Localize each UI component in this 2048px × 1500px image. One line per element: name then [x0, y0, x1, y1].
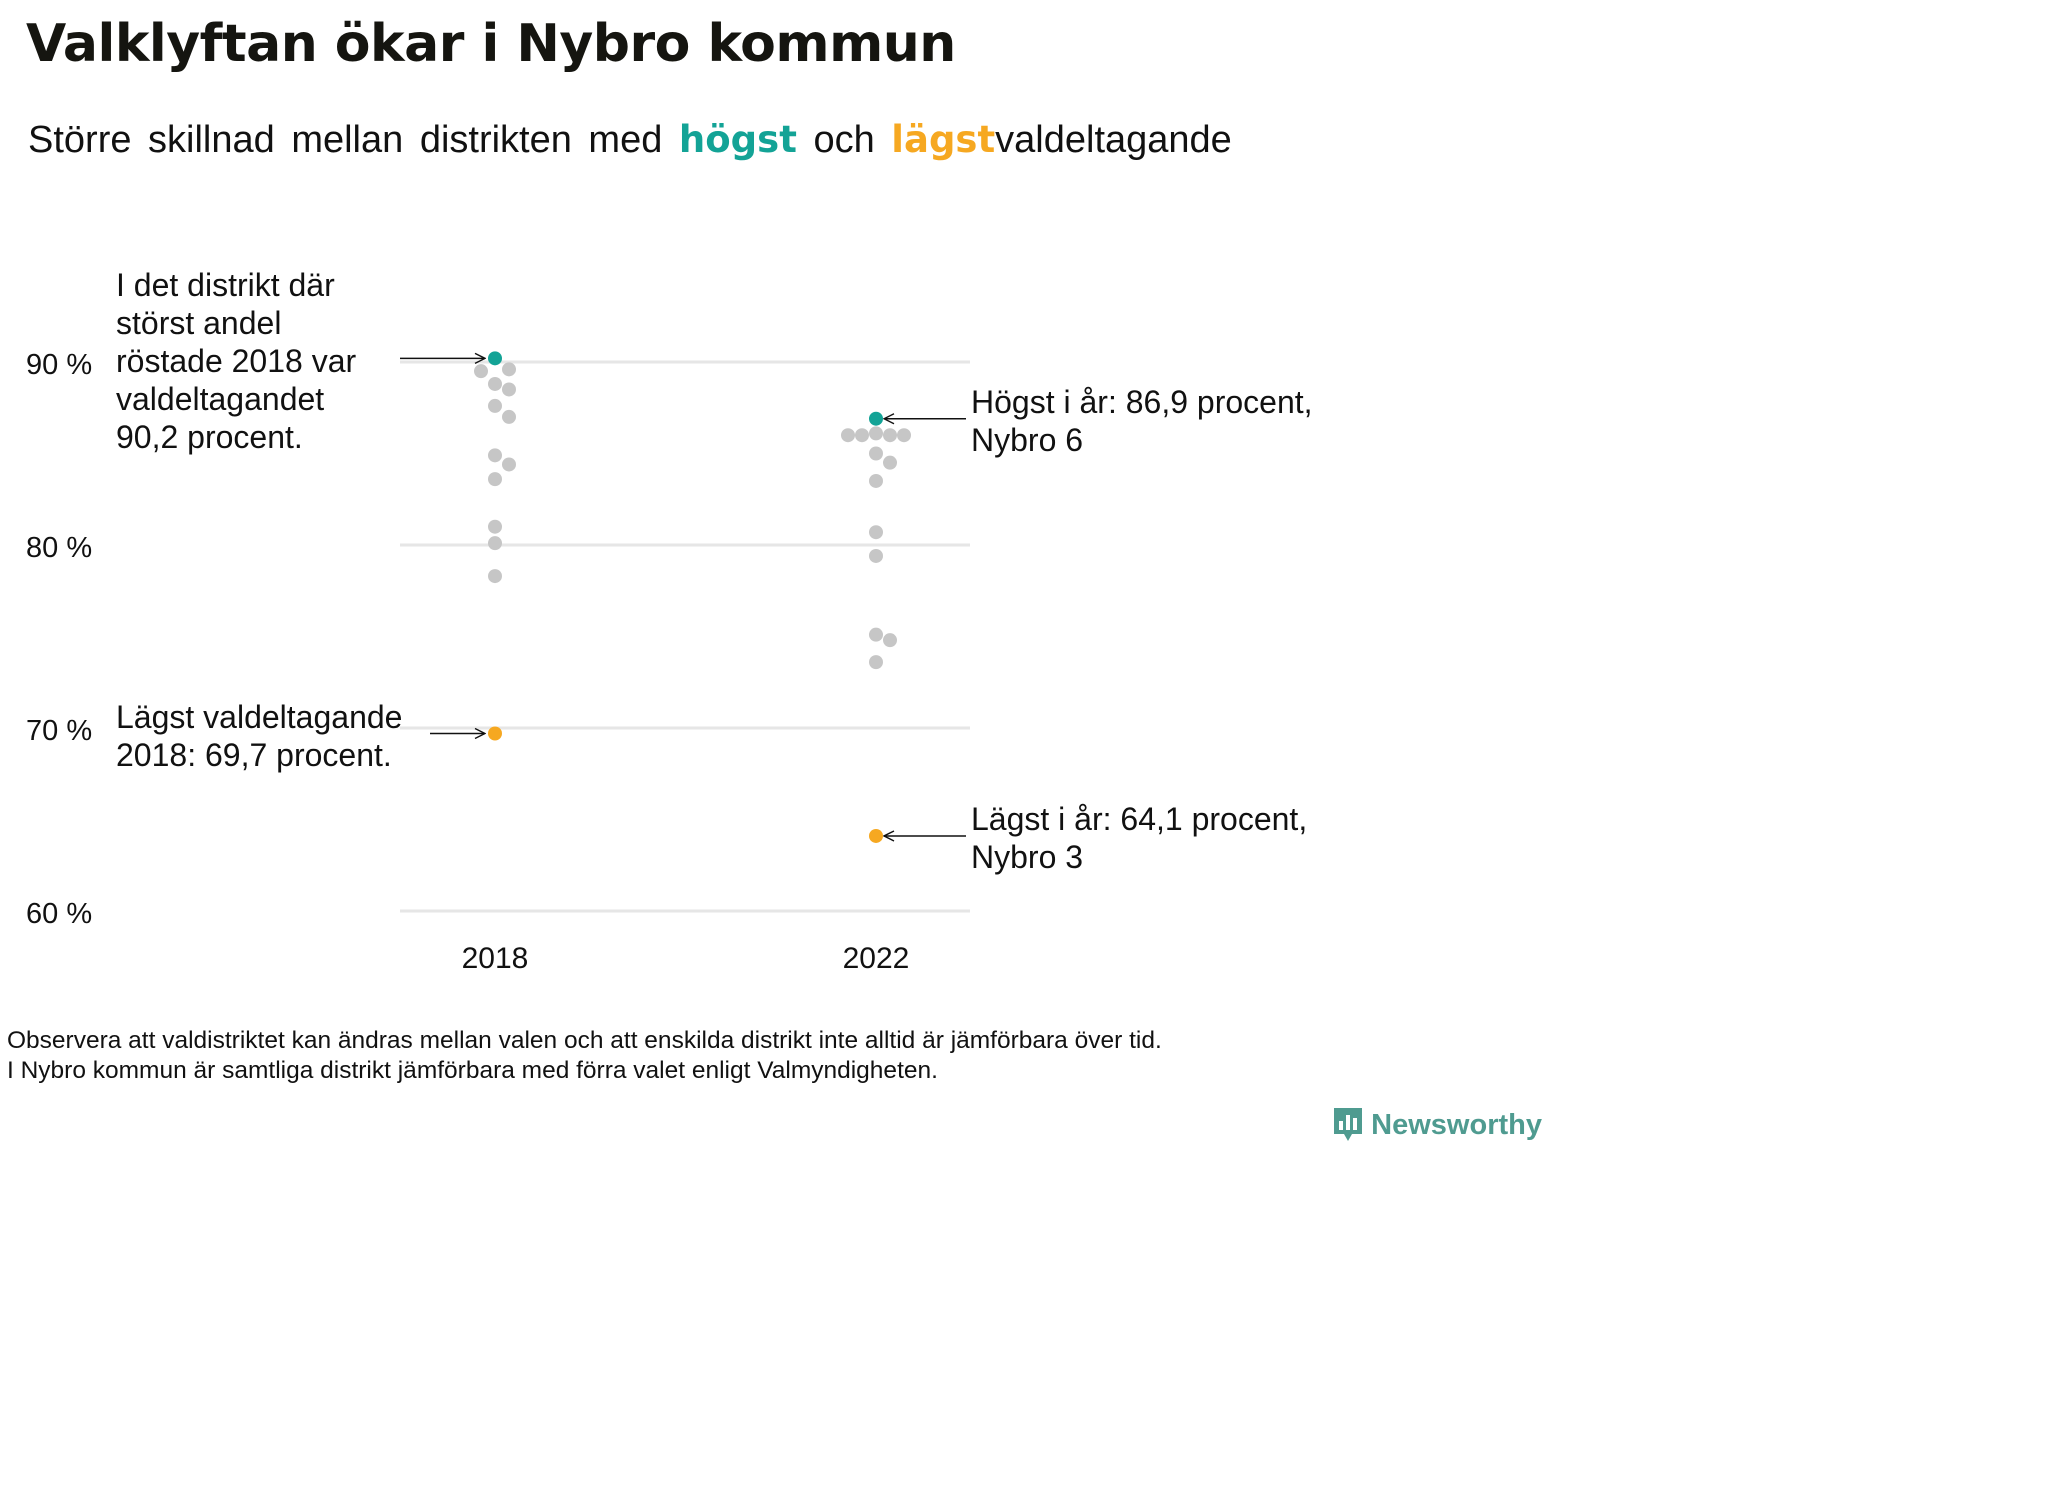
- x-tick-label-2022: 2022: [843, 942, 910, 975]
- data-point-2022-10: [869, 548, 883, 563]
- ann-low-2018-line-1: Lägst valdeltagande: [116, 699, 402, 735]
- y-tick-label-60: 60 %: [26, 898, 92, 930]
- data-point-2022-3: [855, 428, 869, 443]
- data-point-2022-1: [869, 426, 883, 441]
- data-point-2022-9: [869, 525, 883, 540]
- subtitle-text-middle: och: [813, 119, 875, 161]
- data-point-2022-7: [883, 455, 897, 470]
- footnote-line-1: Observera att valdistriktet kan ändras m…: [7, 1027, 1162, 1054]
- chart-title: Valklyftan ökar i Nybro kommun: [26, 14, 956, 74]
- footnote: Observera att valdistriktet kan ändras m…: [7, 1026, 1162, 1086]
- y-tick-label-80: 80 %: [26, 532, 92, 564]
- annotation-highest-2022: Högst i år: 86,9 procent, Nybro 6: [971, 384, 1313, 458]
- subtitle-text-start: Större skillnad mellan distrikten med: [28, 119, 663, 161]
- data-point-2018-7: [488, 448, 502, 463]
- y-tick-label-90: 90 %: [26, 349, 92, 381]
- annotation-lowest-2018: Lägst valdeltagande 2018: 69,7 procent.: [116, 699, 402, 773]
- data-point-2018-2: [474, 364, 488, 379]
- data-point-2018-3: [488, 376, 502, 391]
- newsworthy-logo: Newsworthy: [1331, 1106, 1542, 1144]
- dot-plot-chart: 60 % 70 % 80 % 90 % 2018 2022 I det distrikt…: [26, 267, 1313, 975]
- bar-chart-speech-bubble-icon: [1334, 1108, 1363, 1141]
- data-point-2022-12: [883, 633, 897, 648]
- data-point-2018-5: [488, 398, 502, 413]
- data-point-2022-14: [869, 828, 883, 843]
- data-point-2018-8: [502, 457, 516, 472]
- ann-high-2018-line-3: röstade 2018 var: [116, 343, 357, 379]
- data-point-2018-0: [488, 351, 502, 366]
- ann-low-2018-line-2: 2018: 69,7 procent.: [116, 737, 392, 773]
- data-point-2018-10: [488, 519, 502, 534]
- ann-low-2022-line-2: Nybro 3: [971, 839, 1083, 875]
- subtitle-text-end: valdeltagande: [995, 119, 1232, 161]
- data-point-2022-8: [869, 473, 883, 488]
- ann-high-2018-line-1: I det distrikt där: [116, 267, 335, 303]
- x-tick-label-2018: 2018: [462, 942, 529, 975]
- data-point-2018-12: [488, 569, 502, 584]
- ann-high-2022-line-1: Högst i år: 86,9 procent,: [971, 384, 1313, 420]
- data-point-2022-5: [841, 428, 855, 443]
- data-point-2018-4: [502, 382, 516, 397]
- data-point-2022-6: [869, 446, 883, 461]
- annotation-highest-2018: I det distrikt där störst andel röstade 20…: [116, 267, 357, 455]
- data-points: [474, 351, 911, 843]
- ann-high-2022-line-2: Nybro 6: [971, 422, 1083, 458]
- annotation-lowest-2022: Lägst i år: 64,1 procent, Nybro 3: [971, 801, 1307, 875]
- y-tick-label-70: 70 %: [26, 715, 92, 747]
- footnote-line-2: I Nybro kommun är samtliga distrikt jämf…: [7, 1057, 938, 1084]
- data-point-2022-0: [869, 411, 883, 426]
- y-axis-ticks: 60 % 70 % 80 % 90 %: [26, 349, 92, 930]
- data-point-2022-2: [883, 428, 897, 443]
- ann-high-2018-line-2: störst andel: [116, 305, 281, 341]
- ann-low-2022-line-1: Lägst i år: 64,1 procent,: [971, 801, 1307, 837]
- ann-high-2018-line-4: valdeltagandet: [116, 381, 324, 417]
- data-point-2022-11: [869, 627, 883, 642]
- annotation-arrows: [400, 358, 966, 836]
- chart-subtitle: Större skillnad mellan distrikten med hö…: [28, 118, 1232, 162]
- data-point-2018-1: [502, 362, 516, 377]
- subtitle-lowest: lägst: [891, 118, 996, 161]
- data-point-2022-13: [869, 655, 883, 670]
- data-point-2018-13: [488, 726, 502, 741]
- data-point-2022-4: [897, 428, 911, 443]
- subtitle-highest: högst: [678, 118, 797, 161]
- data-point-2018-11: [488, 536, 502, 551]
- data-point-2018-6: [502, 409, 516, 424]
- data-point-2018-9: [488, 472, 502, 487]
- x-axis-ticks: 2018 2022: [462, 942, 910, 975]
- ann-high-2018-line-5: 90,2 procent.: [116, 419, 303, 455]
- logo-text: Newsworthy: [1371, 1108, 1542, 1141]
